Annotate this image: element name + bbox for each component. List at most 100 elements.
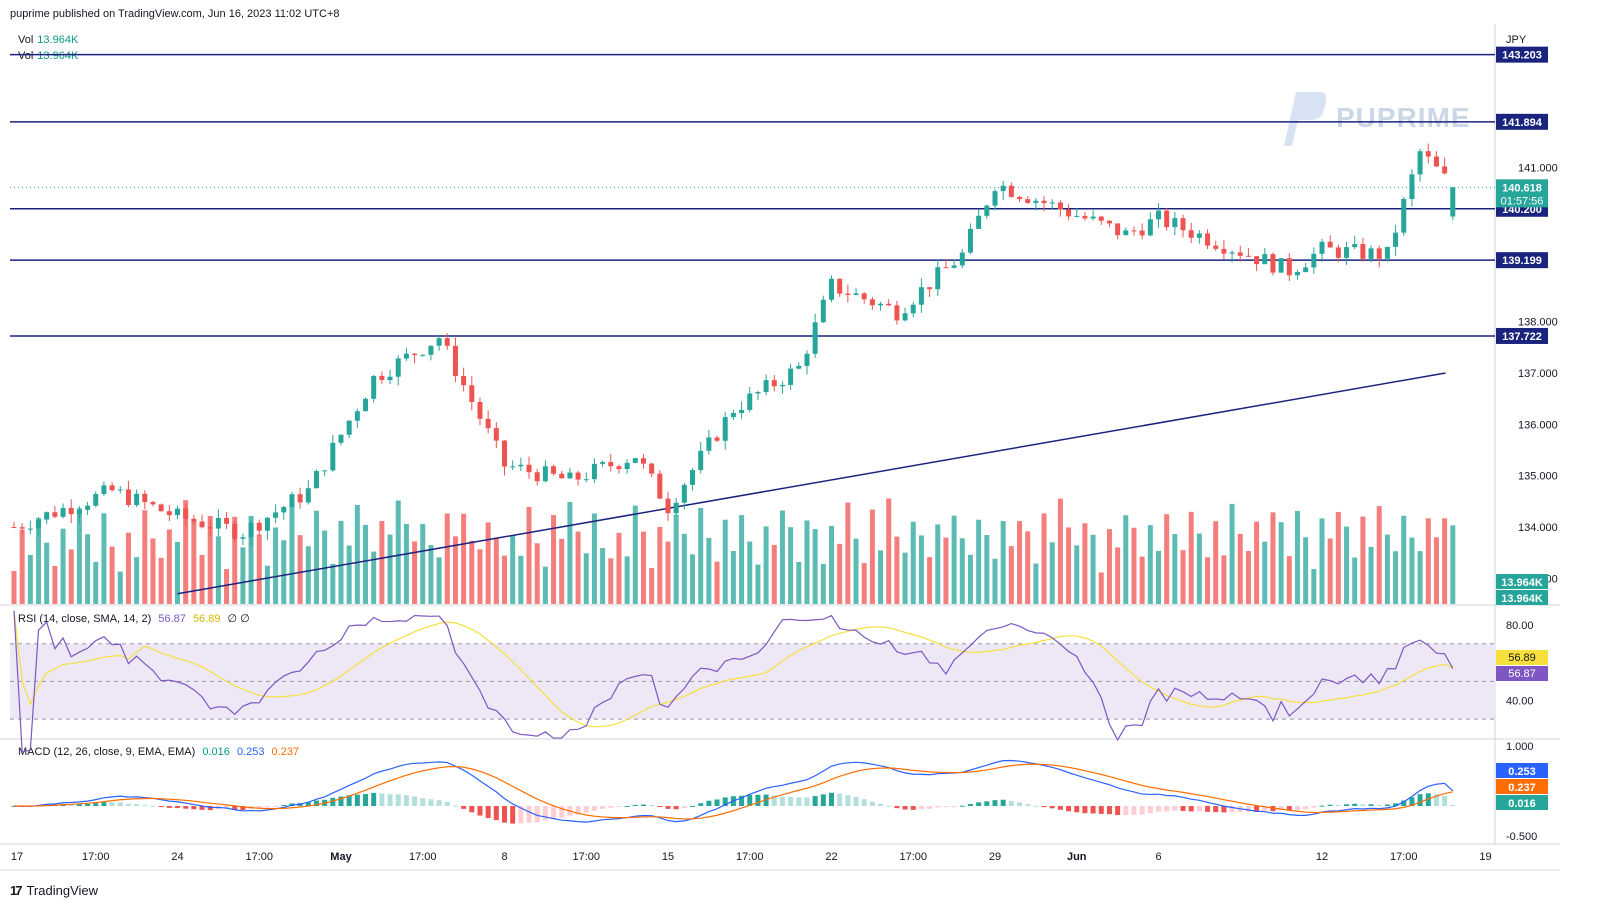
macd-histogram-bar <box>1090 806 1096 814</box>
volume-bar <box>616 532 622 604</box>
candle <box>469 376 475 411</box>
candle <box>992 188 998 211</box>
volume-legend-value: 13.964K <box>37 34 79 46</box>
candle <box>894 300 900 325</box>
candle-body <box>624 462 630 470</box>
macd-histogram-bar <box>1017 802 1023 806</box>
volume-bar <box>1417 551 1423 604</box>
volume-bar <box>395 500 401 604</box>
candle-body <box>330 442 336 471</box>
candle-body <box>1425 151 1431 157</box>
candle <box>927 287 933 297</box>
candle-body <box>1098 216 1104 221</box>
candle-body <box>403 353 409 359</box>
macd-histogram-bar <box>1376 804 1382 806</box>
volume-bar <box>1172 534 1178 604</box>
volume-bar <box>215 536 221 604</box>
macd-badge-label: 0.253 <box>1508 766 1536 778</box>
volume-bar <box>976 519 982 604</box>
macd-histogram-bar <box>935 806 941 808</box>
volume-legend-value: 13.964K <box>37 50 79 62</box>
price-tick-label: 134.000 <box>1518 522 1558 534</box>
macd-histogram-bar <box>1000 799 1006 806</box>
rsi-tick-label: 40.00 <box>1506 695 1534 707</box>
macd-histogram-bar <box>1335 804 1341 806</box>
candle-body <box>1221 248 1227 254</box>
candle-body <box>1278 258 1284 273</box>
time-axis-label: 17:00 <box>899 851 927 863</box>
macd-histogram-bar <box>714 799 720 806</box>
macd-histogram-bar <box>199 806 205 810</box>
macd-histogram-bar <box>534 806 540 823</box>
candle-body <box>232 523 238 539</box>
volume-bar <box>305 546 311 604</box>
macd-histogram-bar <box>1041 806 1047 808</box>
candle-body <box>444 338 450 346</box>
macd-badge <box>1496 779 1548 794</box>
rsi-band <box>10 643 1495 720</box>
macd-histogram-bar <box>739 795 745 806</box>
macd-histogram-bar <box>379 793 385 806</box>
candle-body <box>690 470 696 485</box>
candle-body <box>305 488 311 503</box>
rsi-tick-label: 80.00 <box>1506 620 1534 632</box>
volume-bar <box>1294 510 1300 604</box>
candle-body <box>313 471 319 489</box>
volume-bar <box>1327 538 1333 604</box>
macd-histogram-bar <box>502 806 507 823</box>
candle <box>1433 151 1439 167</box>
published-header: puprime published on TradingView.com, Ju… <box>10 8 340 20</box>
macd-histogram-bar <box>542 806 548 821</box>
volume-bar <box>191 520 197 604</box>
volume-bar <box>1188 511 1194 604</box>
macd-histogram-bar <box>918 806 924 810</box>
candle <box>967 223 973 254</box>
macd-histogram-bar <box>1164 806 1170 812</box>
horizontal-levels <box>10 53 1495 337</box>
macd-histogram-bar <box>992 800 998 806</box>
volume-legend-label: Vol <box>18 34 34 46</box>
candle-body <box>600 462 606 464</box>
macd-histogram-bar <box>387 794 393 806</box>
candle-body <box>1090 216 1096 219</box>
volume-bar <box>125 532 131 604</box>
candle <box>1000 180 1006 200</box>
volume-bar <box>76 508 82 604</box>
candle-body <box>289 494 295 508</box>
volume-bar <box>1049 542 1055 604</box>
macd-histogram-bar <box>256 806 262 809</box>
macd-histogram-bar <box>469 806 475 813</box>
volume-bar <box>853 538 859 604</box>
candle <box>1254 256 1260 272</box>
macd-histogram-bar <box>583 806 589 814</box>
candle-body <box>1401 198 1407 233</box>
volume-bar <box>1196 533 1202 604</box>
candle-body <box>640 458 646 464</box>
volume-bar <box>1147 525 1153 604</box>
volume-bar <box>142 510 148 604</box>
candle <box>829 275 834 303</box>
candle <box>763 374 769 396</box>
candle-body <box>36 519 42 529</box>
candle <box>591 458 597 483</box>
volume-bar <box>1033 563 1039 604</box>
rsi-legend-sma: 56.89 <box>192 613 221 625</box>
macd-legend-title: MACD (12, 26, close, 9, EMA, EMA) <box>18 746 196 758</box>
candle-body <box>967 228 973 253</box>
candle-body <box>44 512 50 520</box>
candle-body <box>575 472 581 480</box>
candle <box>346 420 352 439</box>
volume-bar <box>1335 511 1341 604</box>
volume-bar <box>1376 506 1382 604</box>
macd-histogram-bar <box>510 806 516 824</box>
volume-bar <box>1303 537 1309 604</box>
candle <box>1344 241 1350 265</box>
volume-bar <box>109 546 115 604</box>
macd-histogram-bar <box>264 806 270 808</box>
volume-bar <box>1106 529 1112 604</box>
rsi-legend: RSI (14, close, SMA, 14, 2) 56.87 56.89 … <box>18 612 250 625</box>
candle <box>27 520 33 535</box>
candle <box>1180 214 1186 238</box>
candle <box>281 505 287 520</box>
